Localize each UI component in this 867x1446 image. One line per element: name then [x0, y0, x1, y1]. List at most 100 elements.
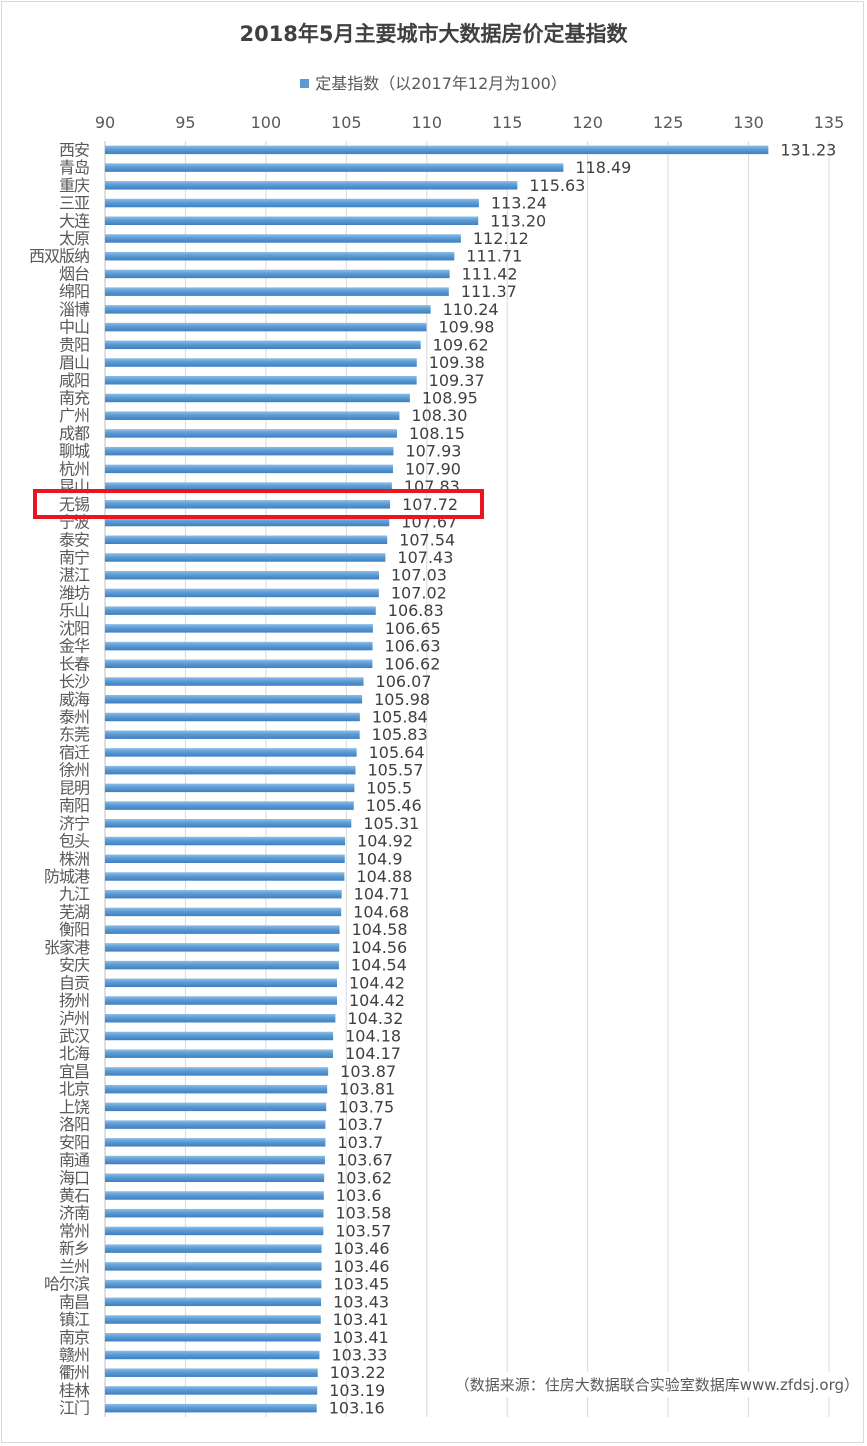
category-label: 扬州: [59, 991, 89, 1010]
category-label: 防城港: [44, 867, 90, 886]
bar: [105, 358, 417, 367]
bar: [105, 535, 388, 544]
bar: [105, 1049, 333, 1058]
category-label: 烟台: [59, 264, 89, 283]
value-label: 107.72: [402, 495, 458, 514]
x-axis-ticks: 90 95 100 105 110 115 120 125 130 135: [95, 113, 844, 132]
category-label: 北京: [59, 1080, 89, 1099]
x-tick-label: 110: [412, 113, 443, 132]
category-label: 南阳: [59, 796, 89, 815]
x-tick-label: 130: [733, 113, 764, 132]
category-label: 哈尔滨: [44, 1275, 90, 1294]
bar: [105, 677, 364, 686]
value-label: 104.71: [354, 885, 410, 904]
value-label: 104.18: [345, 1026, 401, 1045]
category-label: 大连: [59, 211, 90, 230]
value-label: 108.30: [411, 406, 467, 425]
category-label: 江门: [59, 1399, 89, 1418]
category-label: 南京: [59, 1328, 89, 1347]
category-label: 杭州: [59, 459, 89, 478]
bar: [105, 606, 376, 615]
value-label: 106.07: [376, 672, 432, 691]
x-tick-label: 90: [95, 113, 115, 132]
category-label: 上饶: [59, 1097, 90, 1116]
value-label: 108.95: [422, 388, 478, 407]
value-label: 106.62: [384, 654, 440, 673]
gridlines: [104, 141, 830, 1417]
value-label: 109.37: [429, 371, 485, 390]
bar: [105, 163, 564, 172]
category-label: 无锡: [59, 495, 90, 514]
category-label: 洛阳: [59, 1115, 89, 1134]
category-label: 张家港: [44, 938, 90, 957]
value-label: 103.46: [334, 1239, 390, 1258]
bar: [105, 1031, 334, 1041]
bars: [105, 145, 769, 1413]
category-label: 北海: [59, 1044, 90, 1063]
category-label: 长春: [59, 654, 90, 673]
category-label: 湛江: [59, 566, 90, 585]
value-label: 111.71: [466, 247, 522, 266]
category-label: 眉山: [59, 353, 89, 372]
bar: [105, 960, 339, 970]
value-label: 105.5: [366, 778, 412, 797]
bar: [105, 340, 421, 350]
category-label: 泰州: [59, 707, 89, 726]
value-label: 103.7: [337, 1133, 383, 1152]
category-label: 株洲: [59, 849, 89, 868]
category-label: 南通: [59, 1151, 90, 1170]
legend-label: 定基指数（以2017年12月为100）: [315, 74, 567, 93]
category-label: 济南: [59, 1204, 90, 1223]
value-label: 103.16: [329, 1399, 385, 1418]
value-label: 107.43: [397, 548, 453, 567]
bar: [105, 553, 386, 562]
bar: [105, 234, 461, 243]
bar: [105, 287, 449, 296]
bar: [105, 1244, 322, 1253]
category-label: 武汉: [59, 1026, 90, 1045]
bar: [105, 393, 410, 403]
bar: [105, 429, 398, 438]
bar: [105, 925, 340, 934]
value-label: 103.19: [329, 1381, 385, 1400]
bar: [105, 836, 346, 846]
bar: [105, 376, 417, 385]
category-label: 安阳: [59, 1133, 89, 1152]
bar: [105, 765, 356, 775]
category-label: 桂林: [59, 1381, 90, 1400]
category-label: 长沙: [59, 672, 90, 691]
value-label: 103.6: [336, 1186, 382, 1205]
x-tick-label: 100: [251, 113, 282, 132]
value-label: 104.56: [351, 938, 407, 957]
category-label: 包头: [59, 832, 90, 851]
bar: [105, 1386, 318, 1395]
value-label: 105.98: [374, 690, 430, 709]
bar: [105, 1120, 326, 1129]
category-label: 东莞: [59, 725, 90, 744]
category-label: 潍坊: [59, 583, 90, 602]
value-label: 104.92: [357, 832, 413, 851]
bar: [105, 907, 342, 917]
value-label: 107.54: [399, 530, 455, 549]
value-label: 104.88: [356, 867, 412, 886]
category-label: 昆明: [59, 778, 89, 797]
bar: [105, 145, 769, 155]
value-label: 107.93: [405, 442, 461, 461]
value-label: 113.24: [491, 194, 547, 213]
value-label: 113.20: [490, 211, 546, 230]
value-label: 104.68: [353, 902, 409, 921]
highlight-box: [33, 489, 484, 519]
value-label: 105.83: [372, 725, 428, 744]
legend-swatch: [300, 79, 310, 88]
bar: [105, 500, 391, 509]
bar: [105, 996, 338, 1005]
value-label: 103.87: [340, 1062, 396, 1081]
x-tick-label: 95: [175, 113, 195, 132]
category-label: 乐山: [59, 601, 89, 620]
bar: [105, 1315, 321, 1324]
value-label: 107.90: [405, 459, 461, 478]
value-label: 118.49: [575, 158, 631, 177]
chart-title: 2018年5月主要城市大数据房价定基指数: [239, 22, 628, 46]
value-label: 104.58: [352, 920, 408, 939]
